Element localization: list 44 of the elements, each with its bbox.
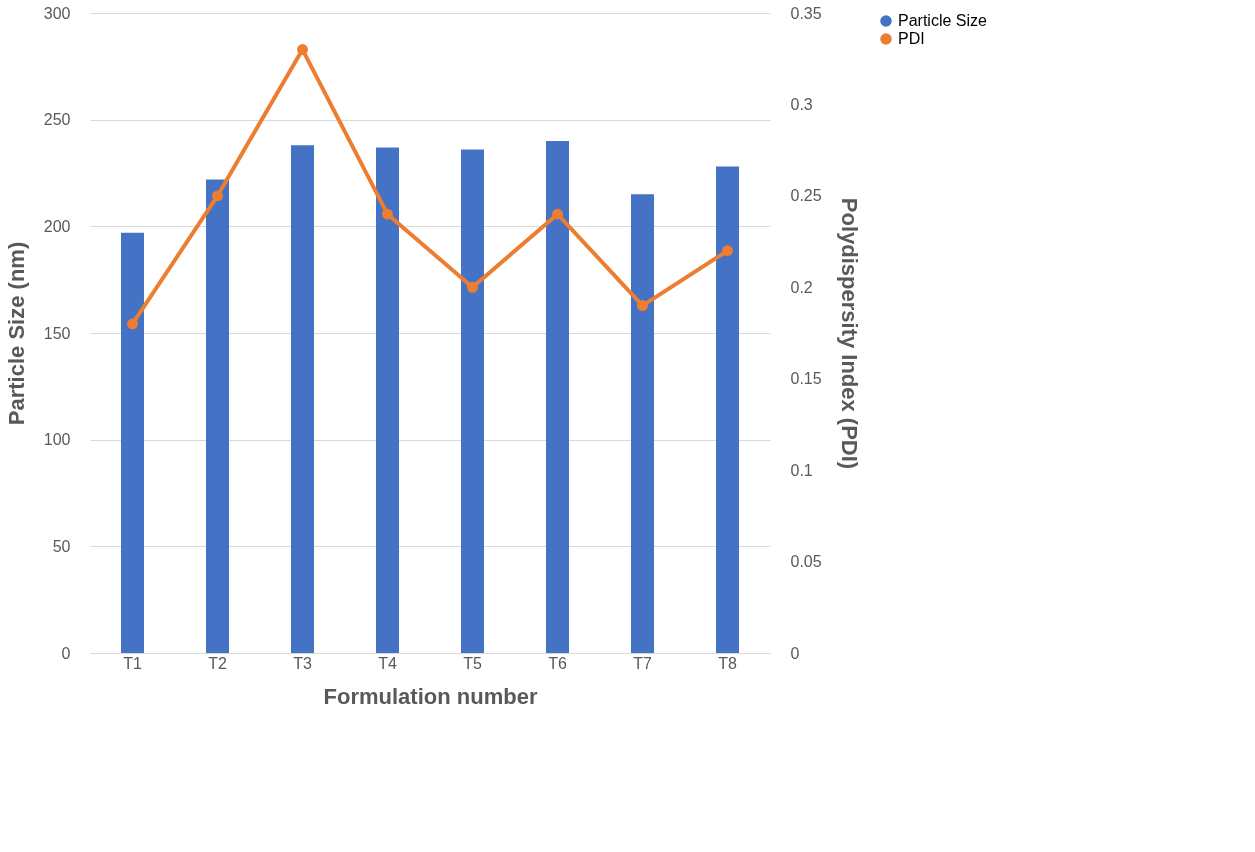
point [552,208,563,220]
y2-tick-label: 0.25 [790,187,822,205]
x-tick-label: T2 [208,654,227,672]
y-tick-label: 150 [43,324,71,342]
bar [206,179,229,653]
bar [121,232,144,653]
y2-tick-label: 0.3 [790,95,813,113]
y-axis-title: Particle Size (nm) [3,241,29,426]
y2-tick-label: 0.1 [790,461,813,479]
x-tick-label: T5 [463,654,482,672]
y-tick-label: 50 [52,537,71,555]
x-tick-label: T6 [548,654,567,672]
y2-tick-label: 0.05 [790,553,822,571]
y-tick-label: 100 [43,431,71,449]
y2-axis-title: Polydispersity Index (PDI) [836,197,862,470]
y2-tick-label: 0.15 [790,370,822,388]
bar [376,147,399,653]
y2-tick-label: 0 [790,644,800,662]
legend-label: Particle Size [898,12,988,29]
point [467,281,478,293]
y2-tick-label: 0.35 [790,4,822,22]
bar [546,141,569,653]
y-tick-label: 300 [43,4,71,22]
point [722,245,733,257]
point [212,190,223,202]
bar [631,194,654,653]
x-axis-title: Formulation number [323,683,538,709]
y-tick-label: 250 [43,111,71,129]
y-tick-label: 0 [61,644,71,662]
x-tick-label: T3 [293,654,312,672]
y-tick-label: 200 [43,217,71,235]
y2-tick-label: 0.2 [790,278,813,296]
x-tick-label: T7 [633,654,652,672]
point [127,318,138,330]
x-tick-label: T8 [718,654,737,672]
point [382,208,393,220]
bar [716,166,739,653]
legend-label: PDI [898,30,925,47]
x-tick-label: T1 [123,654,142,672]
x-tick-label: T4 [378,654,397,672]
bar [461,149,484,653]
bar [291,145,314,653]
point [637,300,648,312]
point [297,44,308,56]
